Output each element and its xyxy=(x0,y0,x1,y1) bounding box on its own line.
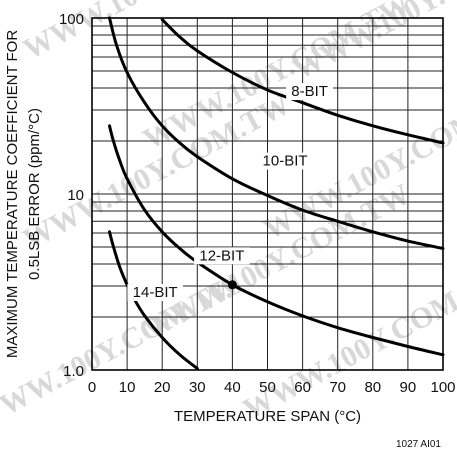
series-label-14-bit: 14-BIT xyxy=(133,284,178,301)
x-tick-label: 60 xyxy=(294,379,311,396)
x-tick-label: 0 xyxy=(88,379,96,396)
x-tick-label: 20 xyxy=(154,379,171,396)
series-label-bg xyxy=(257,152,313,170)
y-axis-title-line-2: 0.5LSB ERROR (ppm/°C) xyxy=(26,108,43,280)
x-tick-label: 50 xyxy=(259,379,276,396)
series-label-12-bit: 12-BIT xyxy=(199,247,244,264)
watermark-text: WWW.100Y.COM.TW xyxy=(18,0,296,66)
series-label-10-bit: 10-BIT xyxy=(263,153,308,170)
y-tick-label: 100 xyxy=(59,11,84,28)
y-tick-label: 1.0 xyxy=(63,363,84,380)
x-axis-title: TEMPERATURE SPAN (°C) xyxy=(174,408,361,425)
x-tick-label: 80 xyxy=(364,379,381,396)
series-label-bg xyxy=(127,283,183,301)
x-tick-label: 40 xyxy=(224,379,241,396)
x-tick-label: 100 xyxy=(430,379,455,396)
series-label-bg xyxy=(194,247,250,265)
text-layer: 0 10 20 30 40 50 60 70 80 90 100 1.0 10 100 TEMPERATUR… xyxy=(4,11,456,450)
series-line-8-bit xyxy=(160,18,445,145)
x-tick-label: 70 xyxy=(329,379,346,396)
y-tick-label: 10 xyxy=(67,187,84,204)
series-label-8-bit: 8-BIT xyxy=(291,83,328,100)
data-point-marker xyxy=(227,280,237,290)
x-tick-label: 10 xyxy=(119,379,136,396)
plot-frame xyxy=(91,17,444,371)
watermark-text: WWW.100Y.COM.TW xyxy=(18,88,296,257)
x-tick-label: 30 xyxy=(189,379,206,396)
grid-layer xyxy=(91,17,444,371)
x-tick-label: 90 xyxy=(400,379,417,396)
series-line-10-bit xyxy=(108,16,445,250)
y-axis-title-line-1: MAXIMUM TEMPERATURE COEFFICIENT FOR xyxy=(4,30,21,359)
series-label-bg xyxy=(286,83,334,101)
figure-id-label: 1027 AI01 xyxy=(396,439,441,450)
